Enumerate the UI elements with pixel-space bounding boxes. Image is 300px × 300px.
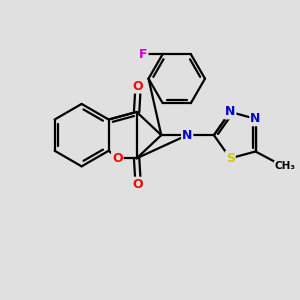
Text: S: S bbox=[226, 152, 235, 165]
Text: O: O bbox=[133, 178, 143, 191]
Text: N: N bbox=[182, 129, 192, 142]
Text: O: O bbox=[133, 80, 143, 93]
Text: F: F bbox=[139, 48, 148, 61]
Text: N: N bbox=[250, 112, 261, 125]
Text: N: N bbox=[225, 106, 236, 118]
Text: O: O bbox=[112, 152, 123, 165]
Text: CH₃: CH₃ bbox=[275, 161, 296, 171]
